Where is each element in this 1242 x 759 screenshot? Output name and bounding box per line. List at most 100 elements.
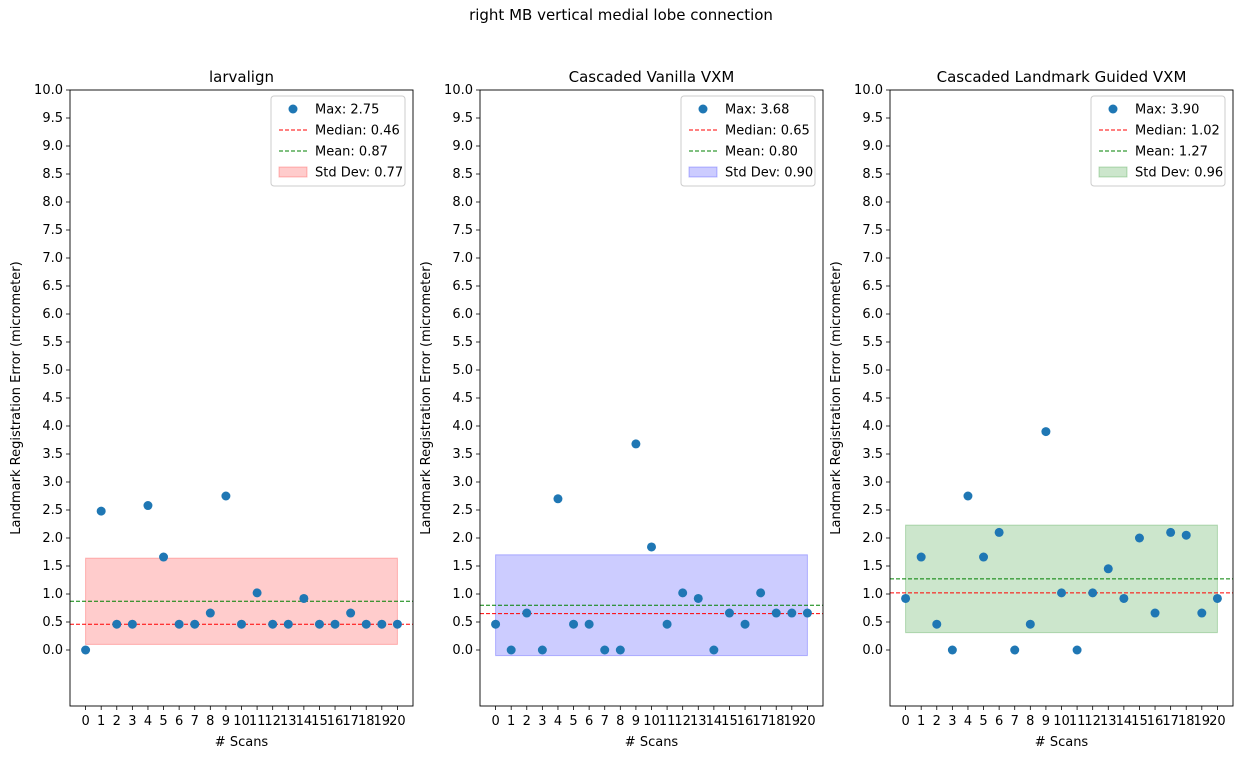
data-point bbox=[647, 542, 656, 552]
y-tick-label: 6.0 bbox=[452, 307, 473, 322]
data-point bbox=[709, 645, 719, 655]
x-tick-label: 2 bbox=[933, 714, 941, 729]
data-point bbox=[740, 619, 750, 629]
y-tick-label: 7.5 bbox=[452, 223, 473, 238]
x-tick-label: 13 bbox=[1100, 714, 1117, 729]
legend-std-marker bbox=[278, 166, 308, 178]
x-tick-label: 4 bbox=[554, 714, 562, 729]
x-tick-label: 6 bbox=[585, 714, 593, 729]
y-tick-label: 10.0 bbox=[34, 83, 63, 98]
x-tick-label: 10 bbox=[643, 714, 660, 729]
data-point bbox=[252, 588, 262, 598]
legend: Max: 2.75 Median: 0.46 Mean: 0.87 Std Dev: … bbox=[270, 95, 406, 187]
x-tick-label: 0 bbox=[81, 714, 89, 729]
data-point bbox=[724, 608, 734, 618]
y-tick-label: 2.0 bbox=[862, 531, 883, 546]
y-tick-label: 2.0 bbox=[42, 531, 63, 546]
y-tick-label: 0.0 bbox=[42, 643, 63, 658]
y-tick-label: 5.0 bbox=[452, 363, 473, 378]
data-point bbox=[268, 619, 278, 629]
data-point bbox=[1010, 645, 1020, 655]
x-tick-label: 7 bbox=[601, 714, 609, 729]
x-tick-label: 9 bbox=[632, 714, 640, 729]
legend-median-label: Median: 0.65 bbox=[725, 124, 810, 139]
data-point bbox=[1072, 645, 1082, 655]
data-point bbox=[600, 645, 610, 655]
y-axis-label: Landmark Registration Error (micrometer) bbox=[419, 261, 434, 534]
y-tick-label: 0.0 bbox=[452, 643, 473, 658]
data-point bbox=[901, 593, 911, 603]
x-tick-label: 13 bbox=[280, 714, 297, 729]
y-tick-label: 7.5 bbox=[42, 223, 63, 238]
y-tick-label: 9.0 bbox=[42, 139, 63, 154]
data-point bbox=[584, 619, 594, 629]
x-tick-label: 19 bbox=[784, 714, 801, 729]
x-tick-label: 18 bbox=[1178, 714, 1195, 729]
y-tick-label: 2.5 bbox=[42, 503, 63, 518]
legend: Max: 3.90 Median: 1.02 Mean: 1.27 Std Dev: … bbox=[1090, 95, 1226, 187]
x-tick-label: 5 bbox=[159, 714, 167, 729]
data-point bbox=[96, 506, 106, 516]
data-point bbox=[522, 608, 532, 618]
x-tick-label: 17 bbox=[752, 714, 769, 729]
legend-std-label: Std Dev: 0.90 bbox=[725, 166, 813, 181]
data-point bbox=[1150, 608, 1160, 618]
x-tick-label: 16 bbox=[737, 714, 754, 729]
data-point bbox=[771, 608, 781, 618]
y-tick-label: 5.5 bbox=[862, 335, 883, 350]
x-tick-label: 11 bbox=[1069, 714, 1086, 729]
y-tick-label: 10.0 bbox=[444, 83, 473, 98]
x-tick-label: 4 bbox=[964, 714, 972, 729]
y-tick-label: 3.5 bbox=[452, 447, 473, 462]
y-tick-label: 6.0 bbox=[42, 307, 63, 322]
x-tick-label: 9 bbox=[222, 714, 230, 729]
data-point bbox=[947, 645, 957, 655]
x-axis-label: # Scans bbox=[215, 735, 269, 750]
x-axis-label: # Scans bbox=[1035, 735, 1089, 750]
data-point bbox=[127, 619, 137, 629]
x-tick-label: 9 bbox=[1042, 714, 1050, 729]
y-tick-label: 8.5 bbox=[42, 167, 63, 182]
y-tick-label: 1.5 bbox=[862, 559, 883, 574]
data-point bbox=[190, 619, 200, 629]
data-point bbox=[1212, 593, 1222, 603]
legend-max-marker bbox=[1108, 104, 1118, 114]
legend-std-marker bbox=[688, 166, 718, 178]
data-point bbox=[491, 619, 501, 629]
data-point bbox=[979, 552, 989, 562]
data-point bbox=[143, 501, 153, 511]
data-point bbox=[205, 608, 215, 618]
x-tick-label: 3 bbox=[948, 714, 956, 729]
data-point bbox=[678, 588, 688, 598]
y-tick-label: 4.0 bbox=[452, 419, 473, 434]
data-point bbox=[1088, 588, 1098, 598]
y-tick-label: 9.5 bbox=[862, 111, 883, 126]
legend-std-label: Std Dev: 0.77 bbox=[315, 166, 403, 181]
y-tick-label: 6.5 bbox=[452, 279, 473, 294]
data-point bbox=[1057, 588, 1066, 598]
x-tick-label: 14 bbox=[296, 714, 313, 729]
data-point bbox=[932, 619, 942, 629]
data-point bbox=[963, 491, 973, 501]
subplot-2: 0.0 0.5 1.0 1.5 2.0 2.5 3.0 3.5 4.0 4.5 5.0 5.5 6.0 6… bbox=[419, 68, 824, 750]
y-tick-label: 2.0 bbox=[452, 531, 473, 546]
data-point bbox=[361, 619, 371, 629]
x-tick-label: 5 bbox=[979, 714, 987, 729]
x-tick-label: 6 bbox=[995, 714, 1003, 729]
y-tick-label: 3.5 bbox=[42, 447, 63, 462]
x-axis-label: # Scans bbox=[625, 735, 679, 750]
y-tick-label: 7.5 bbox=[862, 223, 883, 238]
subplot-3: 0.0 0.5 1.0 1.5 2.0 2.5 3.0 3.5 4.0 4.5 5.0 5.5 6.0 6… bbox=[829, 68, 1234, 750]
x-tick-label: 15 bbox=[311, 714, 328, 729]
legend-box bbox=[270, 95, 406, 187]
x-tick-label: 16 bbox=[1147, 714, 1164, 729]
legend-mean-label: Mean: 1.27 bbox=[1135, 145, 1208, 160]
y-tick-label: 5.5 bbox=[42, 335, 63, 350]
y-tick-label: 6.5 bbox=[862, 279, 883, 294]
y-tick-label: 9.5 bbox=[452, 111, 473, 126]
x-tick-label: 13 bbox=[690, 714, 707, 729]
y-tick-label: 8.5 bbox=[862, 167, 883, 182]
data-point bbox=[174, 619, 184, 629]
legend: Max: 3.68 Median: 0.65 Mean: 0.80 Std Dev: … bbox=[680, 95, 816, 187]
y-tick-label: 3.5 bbox=[862, 447, 883, 462]
